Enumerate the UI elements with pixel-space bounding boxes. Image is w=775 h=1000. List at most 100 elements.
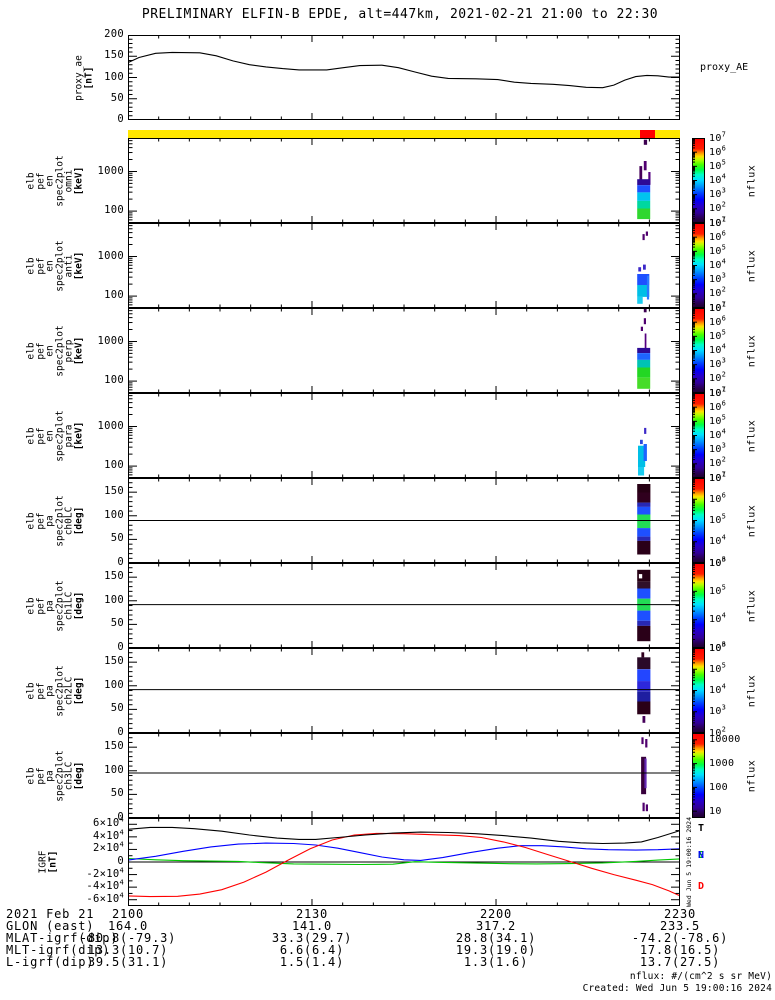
colorbar-label: 106 [709,491,727,505]
y-tick-label: 100 [104,508,124,521]
colorbar-label: 103 [709,356,727,371]
panel-pa_ch1 [128,563,680,648]
colorbar-label: 104 [709,533,727,548]
colorbar-label: 102 [709,725,727,739]
colorbar-label: 101 [709,215,727,229]
panel-pa_ch3 [128,733,680,818]
ephemeris-value-mlat: -74.2(-78.6) [631,931,729,945]
y-tick-label: 50 [110,617,124,630]
colorbar-title: nflux [746,504,758,537]
ephemeris-value-mlt: 19.3(19.0) [455,943,537,957]
y-tick-label: 150 [104,570,124,583]
science-zone-marker [640,130,655,138]
y-tick-label: 4×104 [92,828,124,842]
colorbar-label: 102 [709,455,727,470]
colorbar-label: 105 [709,583,727,597]
ephemeris-value-glon: 141.0 [291,919,333,933]
colorbar-label: 105 [709,243,727,257]
ephemeris-value-time: 2200 [479,907,513,921]
colorbar-label: 106 [709,640,727,654]
y-tick-label: 0 [117,811,124,823]
colorbar-title: nflux [746,249,758,282]
ephemeris-value-mlat: -80.8(-79.3) [79,931,177,945]
colorbar-label: 106 [709,399,727,413]
colorbar-label: 104 [709,427,727,441]
colorbar-label: 103 [709,271,727,286]
colorbar-label: 106 [709,144,727,158]
colorbar-label: 107 [709,130,727,144]
colorbar-label: 102 [709,200,727,215]
colorbar-ticks [692,648,697,733]
ephemeris-row-label: MLAT-igrf(dip) [6,931,119,945]
y-tick-label: 100 [104,678,124,691]
y-tick-label: 100 [104,289,124,302]
line-label-D: D [698,880,705,892]
ephemeris-value-mlt: 13.3(10.7) [87,943,169,957]
panel-igrf [128,818,680,906]
footer-created: Created: Wed Jun 5 19:00:16 2024 [582,983,772,994]
right-label-proxy_ae: proxy_AE [700,62,749,73]
colorbar-title: nflux [746,589,758,622]
y-tick-label: 50 [110,91,124,104]
colorbar-label: 101 [709,300,727,314]
colorbar-label: 101 [709,385,727,399]
colorbar-label: 102 [709,370,727,385]
axis-label-igrf: IGRF [nT] [37,850,59,874]
y-tick-label: 100 [104,204,124,217]
ephemeris-value-l: 1.5(1.4) [279,955,345,969]
colorbar-label: 104 [709,342,727,356]
y-tick-label: 0 [117,113,124,125]
colorbar-ticks [692,308,697,393]
colorbar-title: nflux [746,334,758,367]
colorbar-label: 107 [709,300,727,314]
y-tick-label: 0 [117,556,124,568]
colorbar-label: 105 [709,328,727,342]
colorbar-title: nflux [746,164,758,197]
colorbar-label: 105 [709,413,727,427]
colorbar-pa_ch1 [692,563,705,648]
ephemeris-value-time: 2230 [663,907,697,921]
y-tick-label: 50 [110,787,124,800]
footer-units-note: nflux: #/(cm^2 s sr MeV) [629,971,772,982]
availability-bar [128,130,680,138]
colorbar-label: 102 [709,285,727,300]
colorbar-label: 105 [709,512,727,526]
series-N [128,842,680,861]
y-tick-label: -6×104 [86,891,124,905]
ephemeris-value-mlat: 28.8(34.1) [455,931,537,945]
ephemeris-value-glon: 317.2 [475,919,517,933]
y-tick-label: 100 [104,763,124,776]
panel-proxy_ae [128,35,680,120]
y-tick-label: 150 [104,740,124,753]
axis-label-en_para: elb pef en spec2plot para [keV] [25,409,85,462]
colorbar-title: nflux [746,419,758,452]
ephemeris-value-mlt: 6.6(6.4) [279,943,345,957]
y-tick-label: -4×104 [86,878,124,893]
axis-label-en_anti: elb pef en spec2plot anti [keV] [25,239,85,292]
colorbar-ticks [692,478,697,563]
colorbar-label: 100 [709,781,728,793]
ephemeris-value-l: 39.5(31.1) [87,955,169,969]
y-tick-label: 100 [104,459,124,472]
colorbar-label: 104 [709,257,727,271]
panel-en_para [128,393,680,478]
axis-label-en_perp: elb pef en spec2plot perp [keV] [25,324,85,377]
colorbar-label: 105 [709,158,727,172]
y-tick-label: 1000 [97,164,124,177]
y-tick-label: -2×104 [86,866,124,880]
y-tick-label: 200 [104,28,124,40]
colorbar-label: 106 [709,314,727,328]
panel-en_perp [128,308,680,393]
series-E [128,857,680,866]
colorbar-label: 103 [709,441,727,456]
plot-title: PRELIMINARY ELFIN-B EPDE, alt=447km, 202… [141,7,659,22]
colorbar-label: 10 [709,805,722,817]
y-tick-label: 0 [117,641,124,653]
panel-pa_ch2 [128,648,680,733]
y-tick-label: 1000 [97,249,124,262]
colorbar-label: 101 [709,470,727,484]
colorbar-label: 105 [709,661,727,675]
ephemeris-row-label: 2021 Feb 21 [6,907,95,921]
ephemeris-value-time: 2100 [111,907,145,921]
y-tick-label: 1000 [97,334,124,347]
